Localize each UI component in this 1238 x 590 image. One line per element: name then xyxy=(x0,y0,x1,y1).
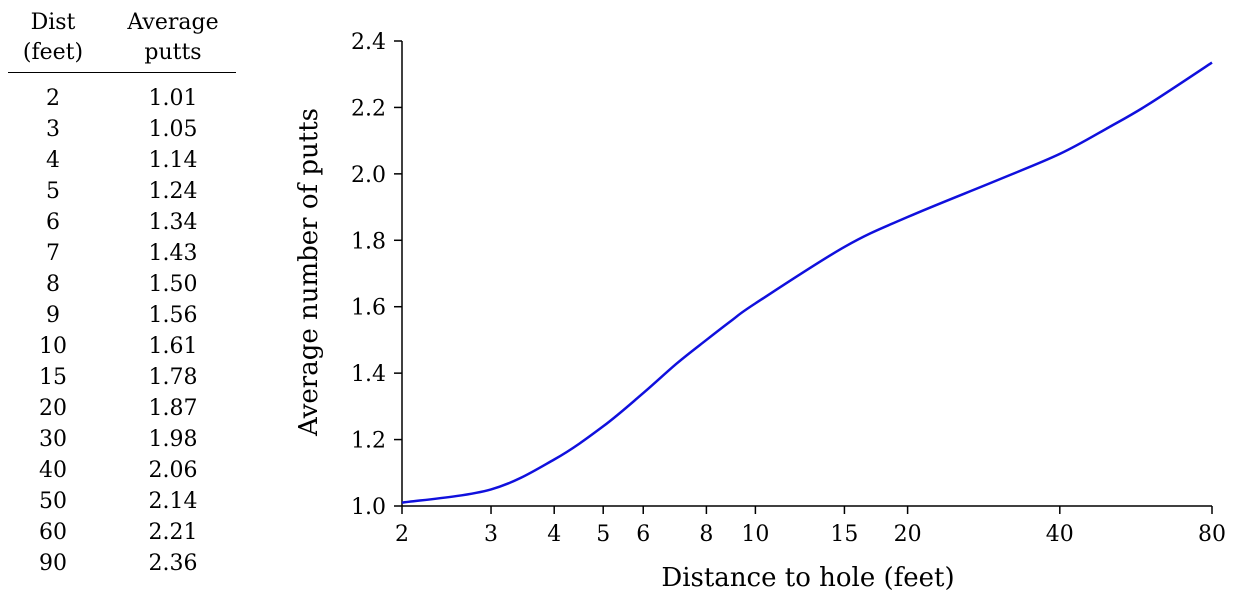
table-row: 90 2.36 xyxy=(0,548,250,579)
table-row: 20 1.87 xyxy=(0,393,250,424)
x-tick-label: 6 xyxy=(636,522,650,547)
header-avg-line1: Average xyxy=(127,10,219,35)
table-row: 2 1.01 xyxy=(0,83,250,114)
cell-average-putts: 1.98 xyxy=(148,427,198,452)
x-tick-label: 5 xyxy=(596,522,610,547)
cell-average-putts: 2.36 xyxy=(148,551,198,576)
table-row: 8 1.50 xyxy=(0,269,250,300)
table-row: 10 1.61 xyxy=(0,331,250,362)
cell-distance: 9 xyxy=(46,303,60,328)
cell-distance: 90 xyxy=(39,551,67,576)
cell-average-putts: 2.06 xyxy=(148,458,198,483)
cell-distance: 7 xyxy=(46,241,60,266)
header-avg: Average putts xyxy=(118,8,228,68)
y-tick-label: 1.6 xyxy=(351,296,386,321)
x-tick-label: 40 xyxy=(1046,522,1074,547)
y-tick-label: 2.2 xyxy=(351,96,386,121)
cell-average-putts: 1.43 xyxy=(148,241,198,266)
y-tick-label: 1.4 xyxy=(351,362,386,387)
table-row: 3 1.05 xyxy=(0,114,250,145)
cell-average-putts: 1.87 xyxy=(148,396,198,421)
cell-average-putts: 2.14 xyxy=(148,489,198,514)
cell-average-putts: 1.50 xyxy=(148,272,198,297)
x-tick-label: 4 xyxy=(547,522,561,547)
cell-average-putts: 1.05 xyxy=(148,117,198,142)
series-layer xyxy=(401,61,1213,504)
cell-distance: 15 xyxy=(39,365,67,390)
cell-distance: 5 xyxy=(46,179,60,204)
cell-distance: 3 xyxy=(46,117,60,142)
cell-average-putts: 1.14 xyxy=(148,148,198,173)
cell-distance: 10 xyxy=(39,334,67,359)
x-tick-label: 80 xyxy=(1198,522,1226,547)
putts-chart: 2 3 4 5 6 8 10 15 20 40 80 1.0 1.2 1.4 1.6 1.8 2.0 2.2 2.4… xyxy=(294,30,1226,590)
cell-distance: 2 xyxy=(46,86,60,111)
cell-average-putts: 1.01 xyxy=(148,86,198,111)
cell-average-putts: 2.21 xyxy=(148,520,198,545)
header-rule xyxy=(8,72,236,73)
x-tick-label: 20 xyxy=(894,522,922,547)
y-tick-label: 1.8 xyxy=(351,229,386,254)
table-row: 6 1.34 xyxy=(0,207,250,238)
header-avg-line2: putts xyxy=(144,40,202,65)
table-row: 40 2.06 xyxy=(0,455,250,486)
x-tick-label: 8 xyxy=(699,522,713,547)
header-dist-line1: Dist xyxy=(30,10,76,35)
cell-distance: 6 xyxy=(46,210,60,235)
x-tick-label: 2 xyxy=(395,522,409,547)
cell-average-putts: 1.61 xyxy=(148,334,198,359)
x-tick-label: 10 xyxy=(741,522,769,547)
cell-distance: 20 xyxy=(39,396,67,421)
axes xyxy=(401,41,1212,507)
y-tick-label: 1.2 xyxy=(351,429,386,454)
series-line xyxy=(401,61,1213,504)
cell-average-putts: 1.24 xyxy=(148,179,198,204)
table-row: 9 1.56 xyxy=(0,300,250,331)
x-tick-label: 3 xyxy=(484,522,498,547)
table-row: 50 2.14 xyxy=(0,486,250,517)
y-tick-label: 2.0 xyxy=(351,163,386,188)
table-row: 5 1.24 xyxy=(0,176,250,207)
table-row: 30 1.98 xyxy=(0,424,250,455)
ticks: 2 3 4 5 6 8 10 15 20 40 80 1.0 1.2 1.4 1.6 1.8 2.0 2.2 2.4 xyxy=(351,30,1226,547)
x-tick-label: 15 xyxy=(830,522,858,547)
table-row: 4 1.14 xyxy=(0,145,250,176)
cell-average-putts: 1.56 xyxy=(148,303,198,328)
header-dist-line2: (feet) xyxy=(22,40,84,65)
table-row: 60 2.21 xyxy=(0,517,250,548)
cell-average-putts: 1.78 xyxy=(148,365,198,390)
cell-average-putts: 1.34 xyxy=(148,210,198,235)
y-tick-label: 1.0 xyxy=(351,495,386,520)
x-axis-label: Distance to hole (feet) xyxy=(661,563,954,590)
table-row: 7 1.43 xyxy=(0,238,250,269)
header-dist: Dist (feet) xyxy=(18,8,88,68)
cell-distance: 4 xyxy=(46,148,60,173)
cell-distance: 50 xyxy=(39,489,67,514)
y-axis-label: Average number of putts xyxy=(294,108,324,437)
y-tick-label: 2.4 xyxy=(351,30,386,55)
cell-distance: 60 xyxy=(39,520,67,545)
table-row: 15 1.78 xyxy=(0,362,250,393)
cell-distance: 8 xyxy=(46,272,60,297)
cell-distance: 40 xyxy=(39,458,67,483)
cell-distance: 30 xyxy=(39,427,67,452)
